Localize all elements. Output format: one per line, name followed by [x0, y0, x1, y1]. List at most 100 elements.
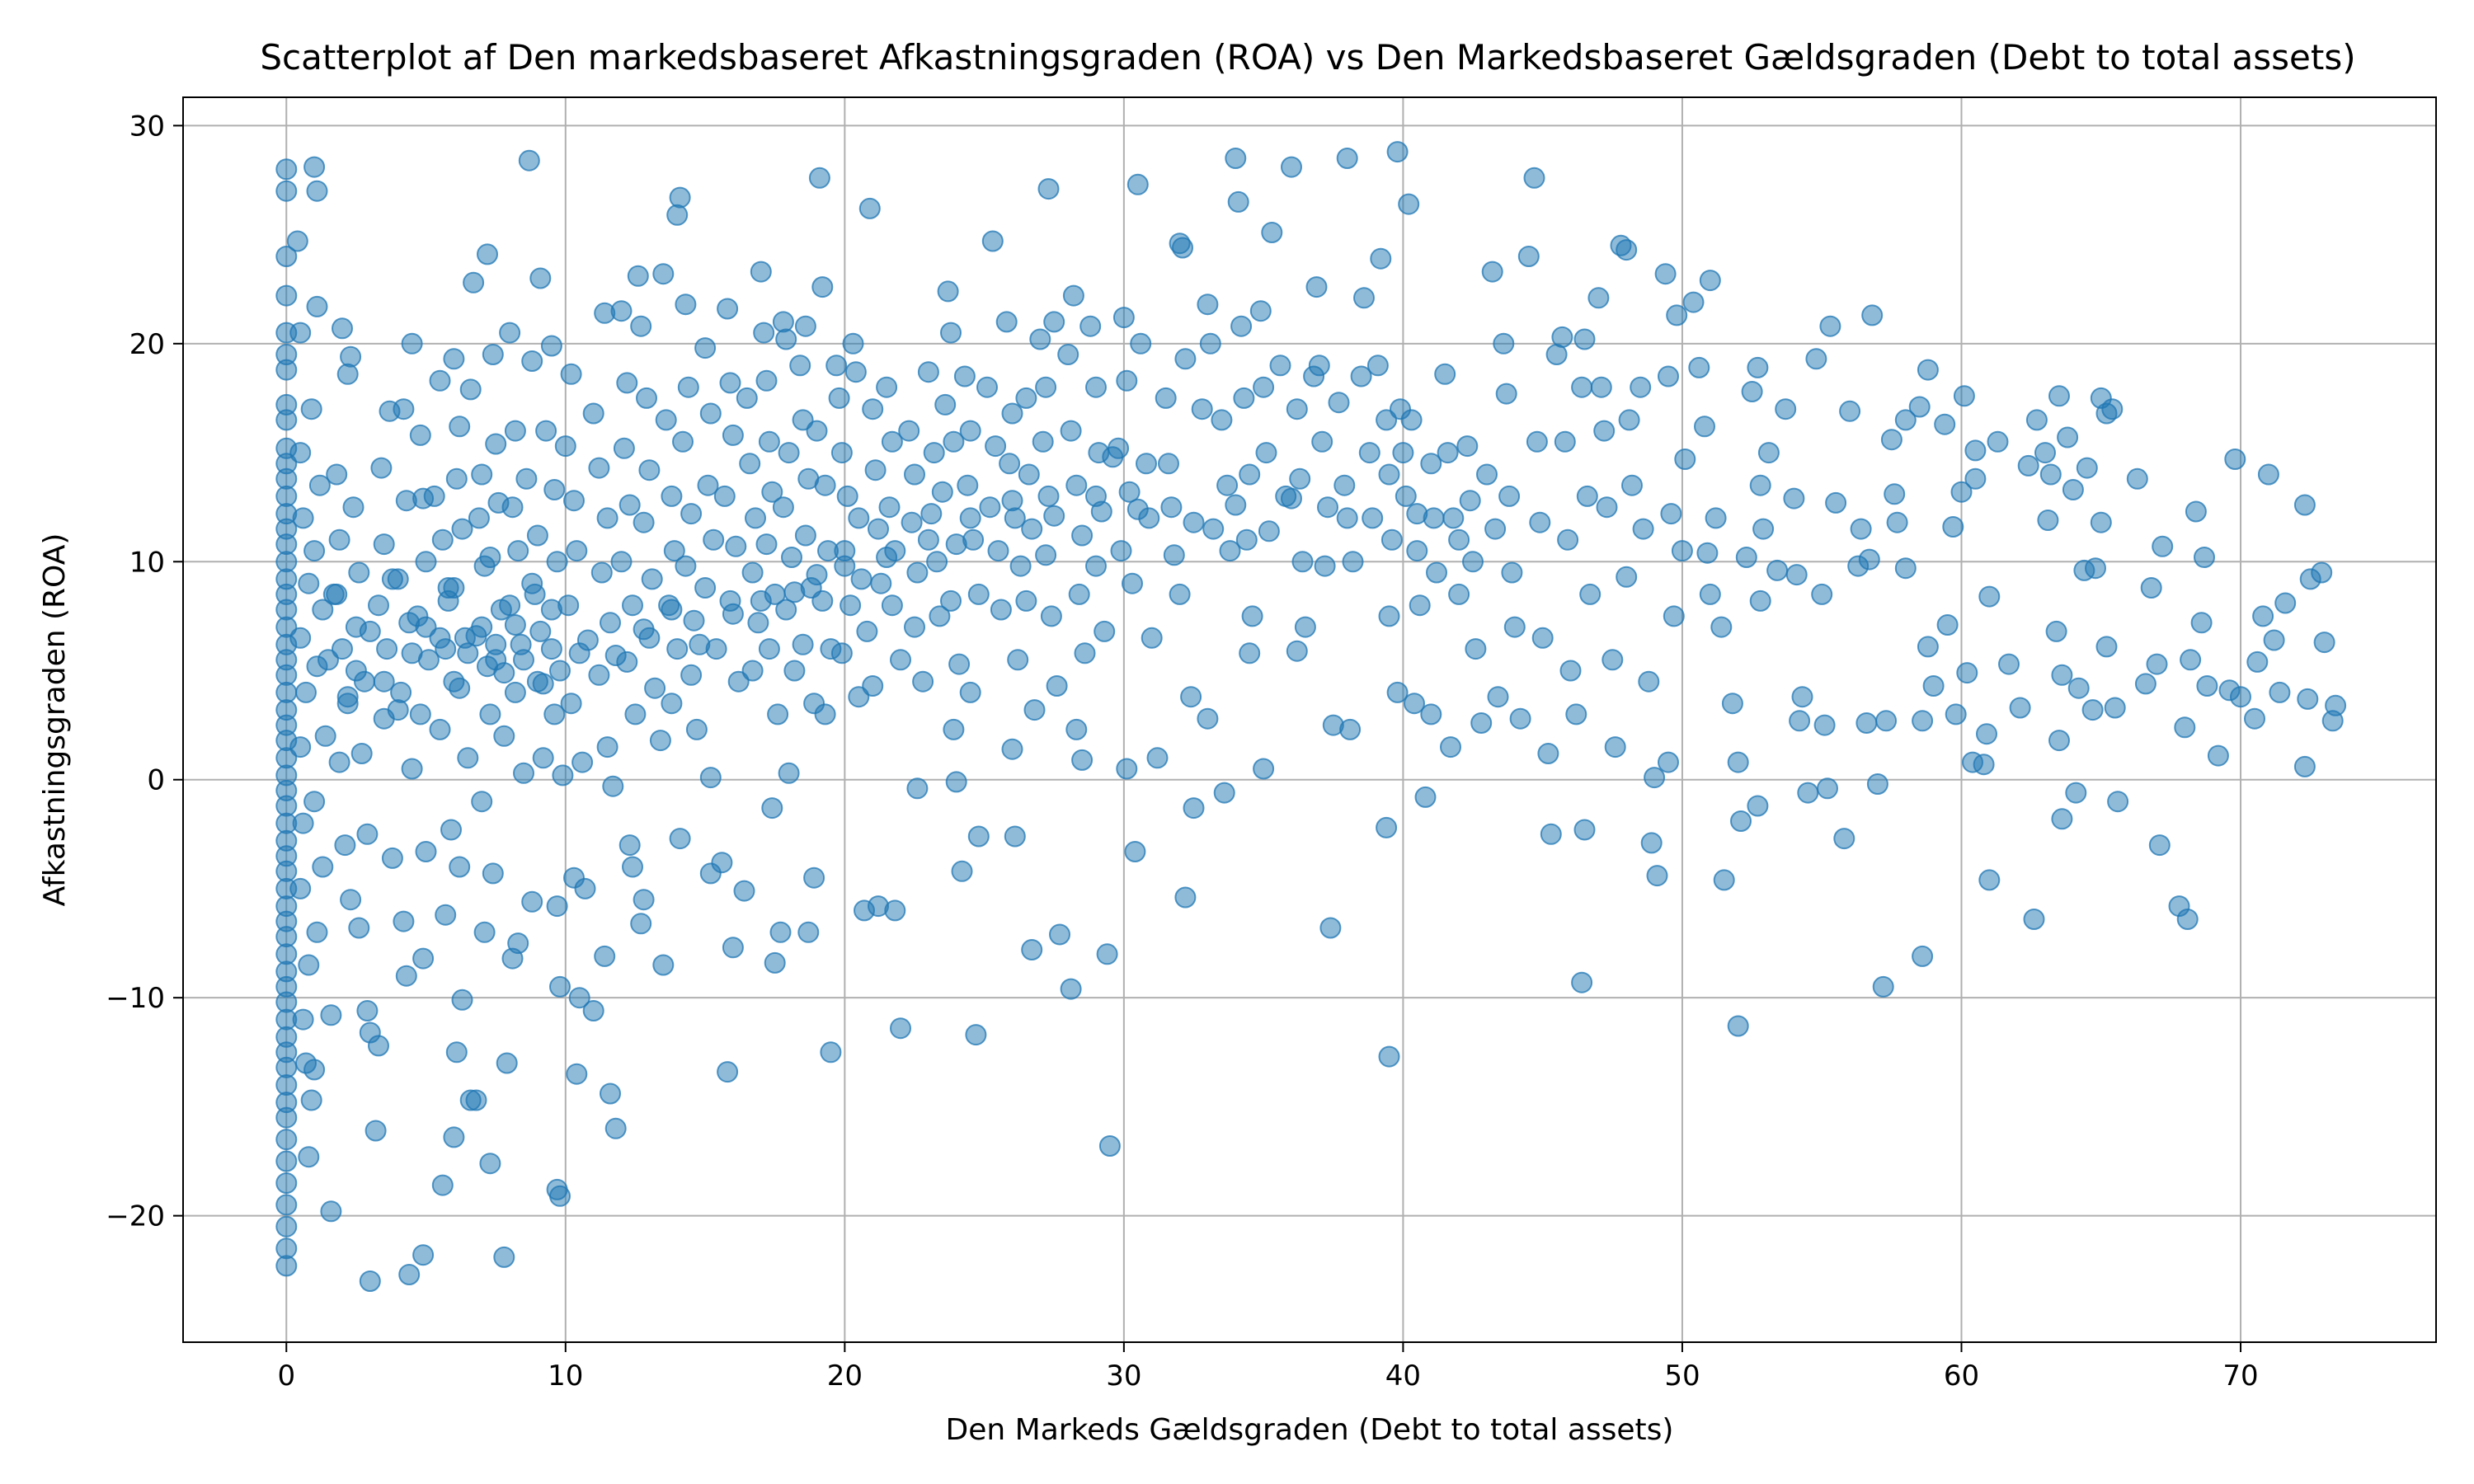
data-point [979, 496, 1001, 519]
data-point [1183, 511, 1205, 533]
data-point [1537, 743, 1559, 764]
data-point [485, 633, 507, 655]
data-point [840, 594, 862, 617]
data-point [1336, 148, 1358, 169]
data-point [298, 1146, 320, 1168]
data-point [2048, 385, 2070, 407]
data-point [1978, 585, 2001, 608]
data-point [904, 616, 925, 638]
data-point [1945, 703, 1967, 726]
data-point [1261, 222, 1283, 243]
data-point [1197, 707, 1219, 730]
data-point [582, 1000, 604, 1021]
data-point [2017, 454, 2039, 477]
data-point [1169, 583, 1191, 605]
data-point [336, 363, 359, 385]
data-point [2174, 716, 2196, 739]
data-point [951, 860, 973, 882]
data-point [368, 1035, 389, 1057]
data-point [881, 430, 903, 453]
data-point [1269, 355, 1291, 377]
data-point [465, 625, 487, 647]
data-point [370, 457, 393, 479]
data-point [482, 862, 504, 885]
data-point [1420, 703, 1442, 726]
data-point [521, 890, 543, 913]
data-point [683, 609, 705, 632]
data-point [1493, 332, 1515, 355]
data-point [747, 612, 769, 634]
data-point [858, 197, 881, 219]
data-point [652, 954, 675, 976]
data-point [1197, 294, 1219, 316]
data-point [842, 332, 864, 355]
data-point [2057, 426, 2079, 448]
data-point [1573, 819, 1596, 841]
data-point [1998, 653, 2020, 675]
data-point [499, 322, 521, 344]
data-point [1749, 474, 1771, 496]
data-point [2194, 547, 2215, 568]
data-point [1487, 686, 1509, 708]
data-point [1029, 328, 1051, 350]
data-point [1023, 699, 1046, 721]
y-tick-label: 0 [147, 764, 165, 797]
data-point [1126, 498, 1149, 520]
data-point [1043, 311, 1065, 333]
data-point [515, 467, 538, 490]
data-point [675, 294, 697, 316]
data-point [588, 664, 610, 686]
data-point [373, 670, 395, 693]
data-point [2090, 511, 2112, 533]
data-point [334, 834, 356, 857]
data-point [1476, 463, 1498, 486]
data-point [295, 681, 317, 703]
data-point [468, 507, 490, 529]
data-point [415, 841, 437, 862]
data-point [314, 725, 336, 747]
data-point [1894, 557, 1917, 580]
data-point [2067, 677, 2090, 699]
data-point [429, 369, 451, 392]
data-point [543, 703, 566, 726]
data-point [767, 703, 789, 726]
data-point [2176, 909, 2199, 930]
data-point [443, 1126, 465, 1148]
data-point [451, 989, 473, 1011]
data-point [1866, 773, 1888, 795]
data-point [1699, 270, 1721, 292]
data-point [332, 638, 353, 660]
data-point [1710, 616, 1733, 638]
data-point [666, 638, 689, 660]
y-tick-label: 10 [129, 546, 165, 579]
data-point [741, 660, 764, 682]
data-point [398, 1264, 421, 1285]
data-point [862, 675, 884, 697]
data-point [571, 751, 594, 773]
data-point [1183, 797, 1205, 819]
data-point [540, 638, 562, 660]
data-point [764, 951, 786, 974]
data-point [445, 1041, 468, 1064]
data-point [1861, 304, 1884, 326]
data-point [1414, 786, 1437, 808]
data-point [275, 158, 298, 181]
data-point [1757, 442, 1780, 464]
data-point [521, 572, 543, 594]
data-point [1233, 387, 1255, 409]
data-point [1699, 583, 1721, 605]
data-point [943, 430, 965, 453]
data-point [898, 420, 920, 442]
data-point [566, 1063, 588, 1085]
data-point [289, 442, 312, 464]
data-point [2051, 664, 2073, 686]
y-tick-label: −20 [106, 1200, 165, 1233]
data-point [870, 572, 892, 594]
data-point [618, 834, 641, 857]
data-point [778, 442, 800, 464]
data-point [1785, 564, 1808, 586]
data-point [890, 1017, 911, 1040]
data-point [300, 398, 322, 420]
data-point [2185, 500, 2207, 523]
data-point [976, 376, 998, 398]
